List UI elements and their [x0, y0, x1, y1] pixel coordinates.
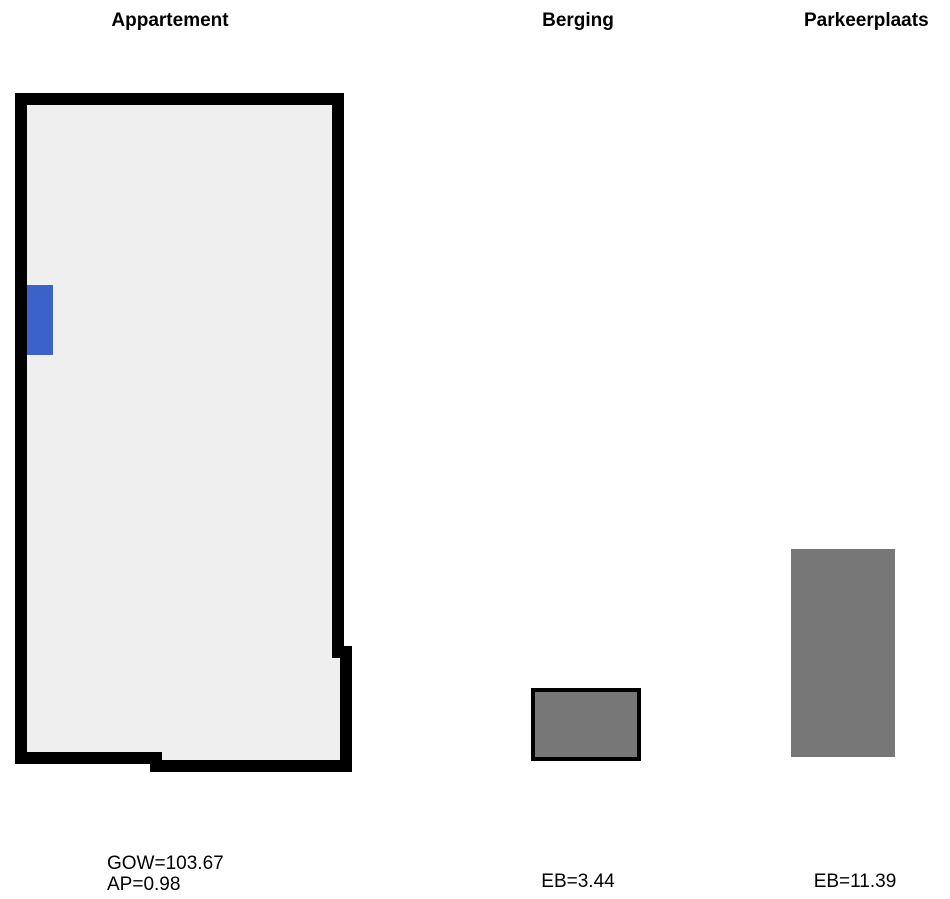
gow-value: GOW=103.67: [107, 853, 224, 874]
entrance-marker: [27, 285, 53, 355]
berging-unit: [533, 690, 639, 759]
parkeerplaats-caption: EB=11.39: [755, 871, 950, 892]
appartement-caption: GOW=103.67 AP=0.98: [107, 853, 224, 895]
appartement-floor-plan: [21, 99, 346, 766]
ap-value: AP=0.98: [107, 874, 224, 895]
berging-caption: EB=3.44: [478, 871, 678, 892]
parkeerplaats-unit: [791, 549, 895, 757]
